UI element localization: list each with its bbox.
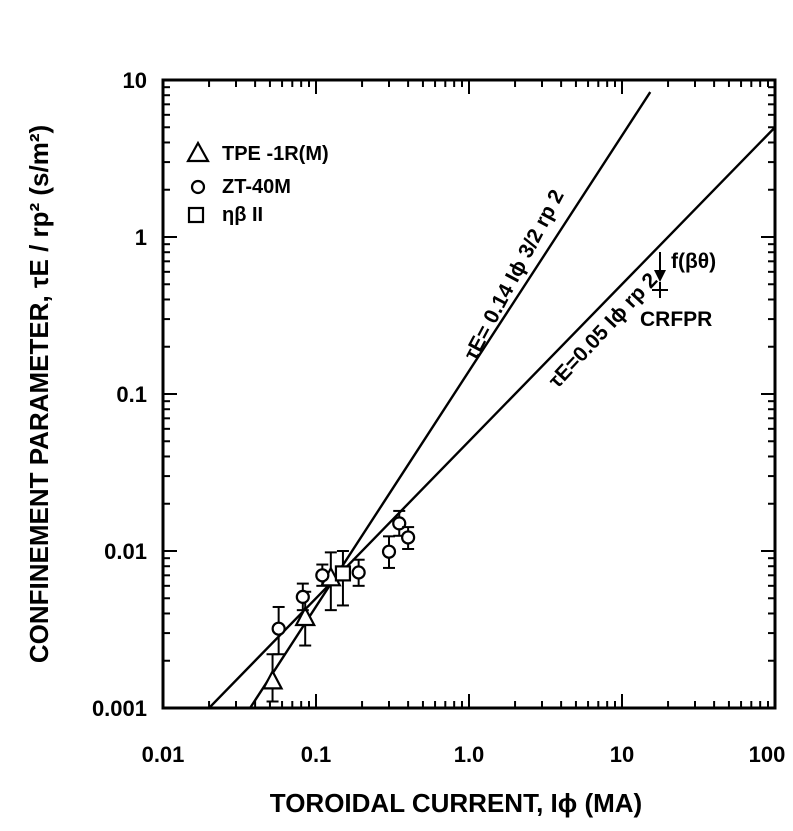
legend: TPE -1R(M) ZT-40M ηβ II <box>186 140 329 226</box>
x-axis-title: TOROIDAL CURRENT, Iϕ (MA) <box>270 788 642 818</box>
x-tick-label: 10 <box>610 742 634 767</box>
crfpr-label: CRFPR <box>640 308 712 331</box>
data-point-triangle <box>261 653 284 703</box>
crfpr-annotation: CRFPR <box>640 282 712 331</box>
legend-label-etabeta: ηβ II <box>222 204 263 226</box>
circle-marker <box>271 621 286 636</box>
triangle-marker <box>294 605 317 627</box>
y-tick-label: 0.01 <box>104 539 147 564</box>
legend-circle-marker <box>190 179 206 195</box>
fit-line-1 <box>207 126 775 708</box>
data-point-circle <box>295 582 310 612</box>
circle-marker <box>295 589 310 605</box>
legend-label-tpe: TPE -1R(M) <box>222 143 329 165</box>
plot-frame <box>161 78 777 710</box>
data-points <box>261 509 416 703</box>
x-tick-labels: 0.01 0.1 1.0 10 100 <box>142 742 786 767</box>
legend-label-zt40m: ZT-40M <box>222 176 291 198</box>
x-tick-label: 0.01 <box>142 742 185 767</box>
y-tick-label: 0.1 <box>116 382 147 407</box>
legend-triangle-marker <box>186 140 210 163</box>
y-tick-label: 0.001 <box>92 696 147 721</box>
data-point-circle <box>381 535 397 569</box>
data-point-circle <box>392 509 407 537</box>
y-axis-title: CONFINEMENT PARAMETER, τE / rp² (s/m²) <box>24 125 54 663</box>
f-beta-label: f(βθ) <box>671 250 716 273</box>
fit-line-0 <box>248 91 652 708</box>
axis-ticks <box>162 79 776 709</box>
square-marker <box>334 565 352 582</box>
y-tick-label: 10 <box>123 68 147 93</box>
legend-square-marker <box>187 206 205 224</box>
line-label-steep: τE= 0.14 Iϕ 3/2 rp 2 <box>460 186 569 364</box>
f-beta-arrow-head <box>654 270 666 282</box>
y-tick-labels: 0.001 0.01 0.1 1 10 <box>92 68 147 721</box>
circle-marker <box>315 568 330 583</box>
x-tick-label: 0.1 <box>301 742 332 767</box>
data-point-square <box>334 550 352 607</box>
data-point-circle <box>315 563 330 587</box>
f-beta-annotation: f(βθ) <box>654 250 716 282</box>
data-point-circle <box>271 605 286 656</box>
x-tick-label: 1.0 <box>454 742 485 767</box>
triangle-marker <box>261 669 284 690</box>
circle-marker <box>401 530 416 545</box>
data-point-circle <box>401 526 416 550</box>
y-tick-label: 1 <box>135 225 147 250</box>
circle-marker <box>381 544 397 559</box>
data-point-circle <box>351 558 366 587</box>
x-tick-label: 100 <box>749 742 786 767</box>
circle-marker <box>351 565 366 580</box>
